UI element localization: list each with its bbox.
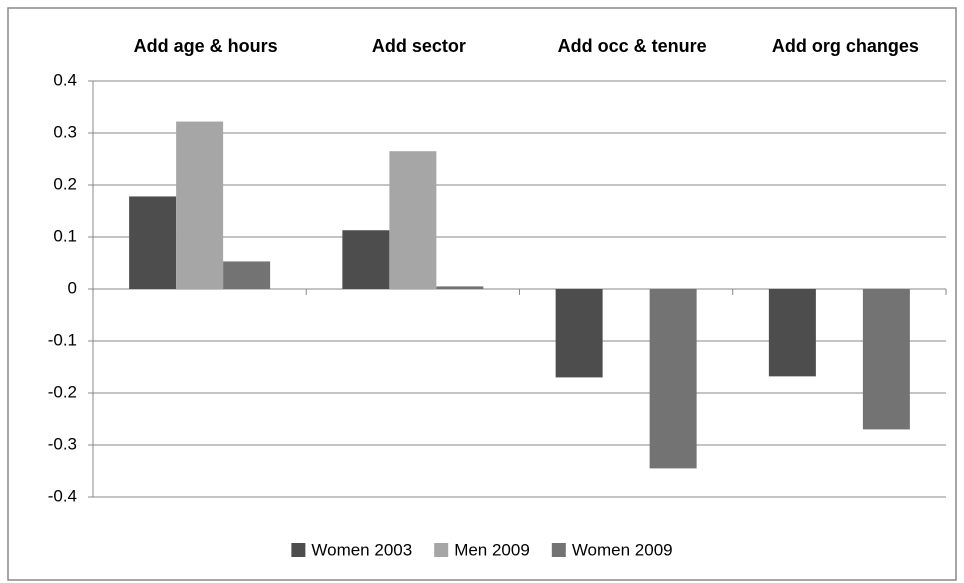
- bar: [176, 121, 224, 289]
- bar: [862, 289, 910, 430]
- y-tick-label: 0: [68, 278, 77, 297]
- bar: [129, 196, 177, 289]
- y-tick-label: -0.1: [48, 330, 77, 349]
- bar: [342, 230, 390, 289]
- legend-swatch: [551, 543, 566, 557]
- y-tick-label: -0.2: [48, 382, 77, 401]
- category-label: Add age & hours: [134, 36, 278, 56]
- legend-label: Women 2009: [572, 540, 673, 559]
- legend-label: Women 2003: [311, 540, 412, 559]
- y-tick-label: 0.3: [53, 122, 77, 141]
- bar: [436, 286, 484, 289]
- y-tick-label: 0.1: [53, 226, 77, 245]
- category-label: Add org changes: [772, 36, 919, 56]
- bar: [768, 289, 816, 377]
- legend-label: Men 2009: [454, 540, 530, 559]
- legend-swatch: [434, 543, 449, 557]
- category-label: Add sector: [372, 36, 466, 56]
- y-tick-label: -0.4: [48, 486, 77, 505]
- bar: [555, 289, 603, 378]
- y-tick-label: 0.2: [53, 174, 77, 193]
- bar: [389, 151, 437, 289]
- category-label: Add occ & tenure: [558, 36, 707, 56]
- y-tick-label: -0.3: [48, 434, 77, 453]
- legend-swatch: [291, 543, 306, 557]
- bar: [223, 261, 271, 289]
- bar: [649, 289, 697, 469]
- y-tick-label: 0.4: [53, 70, 77, 89]
